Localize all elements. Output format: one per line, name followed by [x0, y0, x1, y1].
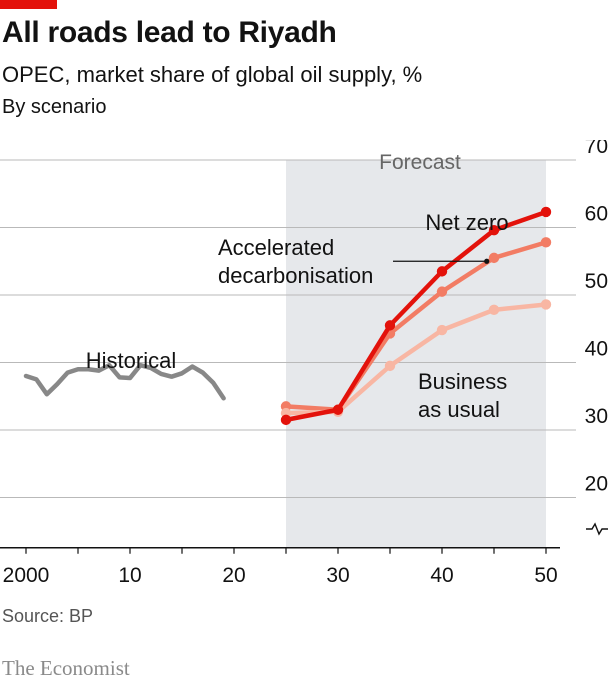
x-tick-label-10: 10 [118, 564, 141, 587]
series-label-historical: Historical [86, 348, 176, 373]
series-label-accelerated-decarbonisation: Accelerated decarbonisation [218, 235, 373, 288]
x-tick-label-20: 20 [222, 564, 245, 587]
data-point-net-zero-2030 [332, 404, 344, 415]
series-lines [23, 206, 552, 426]
data-point-business-as-usual-2035 [384, 360, 396, 372]
y-tick-label-30: 30 [585, 405, 608, 428]
axis-break-icon [586, 522, 608, 536]
data-point-net-zero-2035 [384, 320, 396, 331]
annotations: Historical Net zero Accelerated decarbon… [86, 210, 513, 422]
x-axis: 2000 10 20 30 40 50 [0, 547, 560, 587]
series-label-bau-line1: Business [418, 369, 507, 394]
data-point-business-as-usual-2040 [436, 324, 448, 336]
x-tick-label-2000: 2000 [3, 564, 50, 587]
series-label-accelerated-line2: decarbonisation [218, 263, 373, 288]
data-point-net-zero-2045 [488, 225, 500, 236]
y-tick-label-70: 70 [585, 140, 608, 158]
series-line-historical [23, 362, 226, 401]
forecast-region [286, 160, 546, 548]
chart-title: All roads lead to Riyadh [2, 16, 337, 49]
forecast-label: Forecast [379, 151, 461, 174]
y-tick-label-60: 60 [585, 203, 608, 226]
data-point-net-zero-2025 [280, 414, 292, 426]
chart-subtitle: OPEC, market share of global oil supply,… [2, 62, 423, 87]
data-point-accelerated-decarbonisation-2050 [540, 237, 552, 248]
data-point-business-as-usual-2050 [540, 299, 552, 310]
series-label-business-as-usual: Business as usual [418, 369, 513, 422]
data-point-business-as-usual-2045 [488, 304, 500, 316]
chart-plot: Forecast 20 30 40 50 60 70 2000 10 20 30 40 50 His… [0, 140, 608, 587]
source-note: Source: BP [2, 606, 94, 626]
series-label-bau-line2: as usual [418, 397, 500, 422]
data-point-accelerated-decarbonisation-2040 [436, 286, 448, 297]
y-tick-label-50: 50 [585, 270, 608, 293]
y-tick-label-40: 40 [585, 338, 608, 361]
data-point-net-zero-2040 [436, 266, 448, 277]
chart-description: By scenario [2, 96, 107, 118]
x-tick-label-50: 50 [534, 564, 557, 587]
data-point-net-zero-2050 [540, 206, 552, 218]
series-line-net-zero [283, 209, 549, 423]
x-tick-label-30: 30 [326, 564, 349, 587]
publisher-logo: The Economist [2, 656, 130, 680]
y-tick-label-20: 20 [585, 473, 608, 496]
y-tick-labels: 20 30 40 50 60 70 [585, 140, 608, 536]
grid-lines [0, 159, 576, 498]
series-label-accelerated-line1: Accelerated [218, 235, 334, 260]
label-leader-dot [484, 258, 490, 264]
brand-red-tag [0, 0, 57, 9]
data-point-accelerated-decarbonisation-2045 [488, 252, 500, 264]
series-label-net-zero: Net zero [425, 210, 508, 235]
x-tick-label-40: 40 [430, 564, 453, 587]
